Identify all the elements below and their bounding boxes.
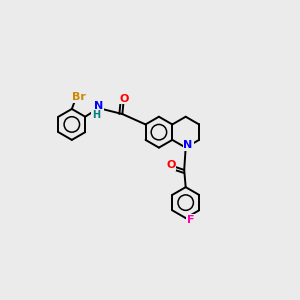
Text: F: F: [187, 214, 194, 224]
Text: O: O: [166, 160, 176, 170]
Text: O: O: [119, 94, 128, 103]
Text: N: N: [94, 101, 103, 111]
Text: N: N: [183, 140, 193, 150]
Text: H: H: [92, 110, 100, 120]
Text: Br: Br: [72, 92, 86, 102]
